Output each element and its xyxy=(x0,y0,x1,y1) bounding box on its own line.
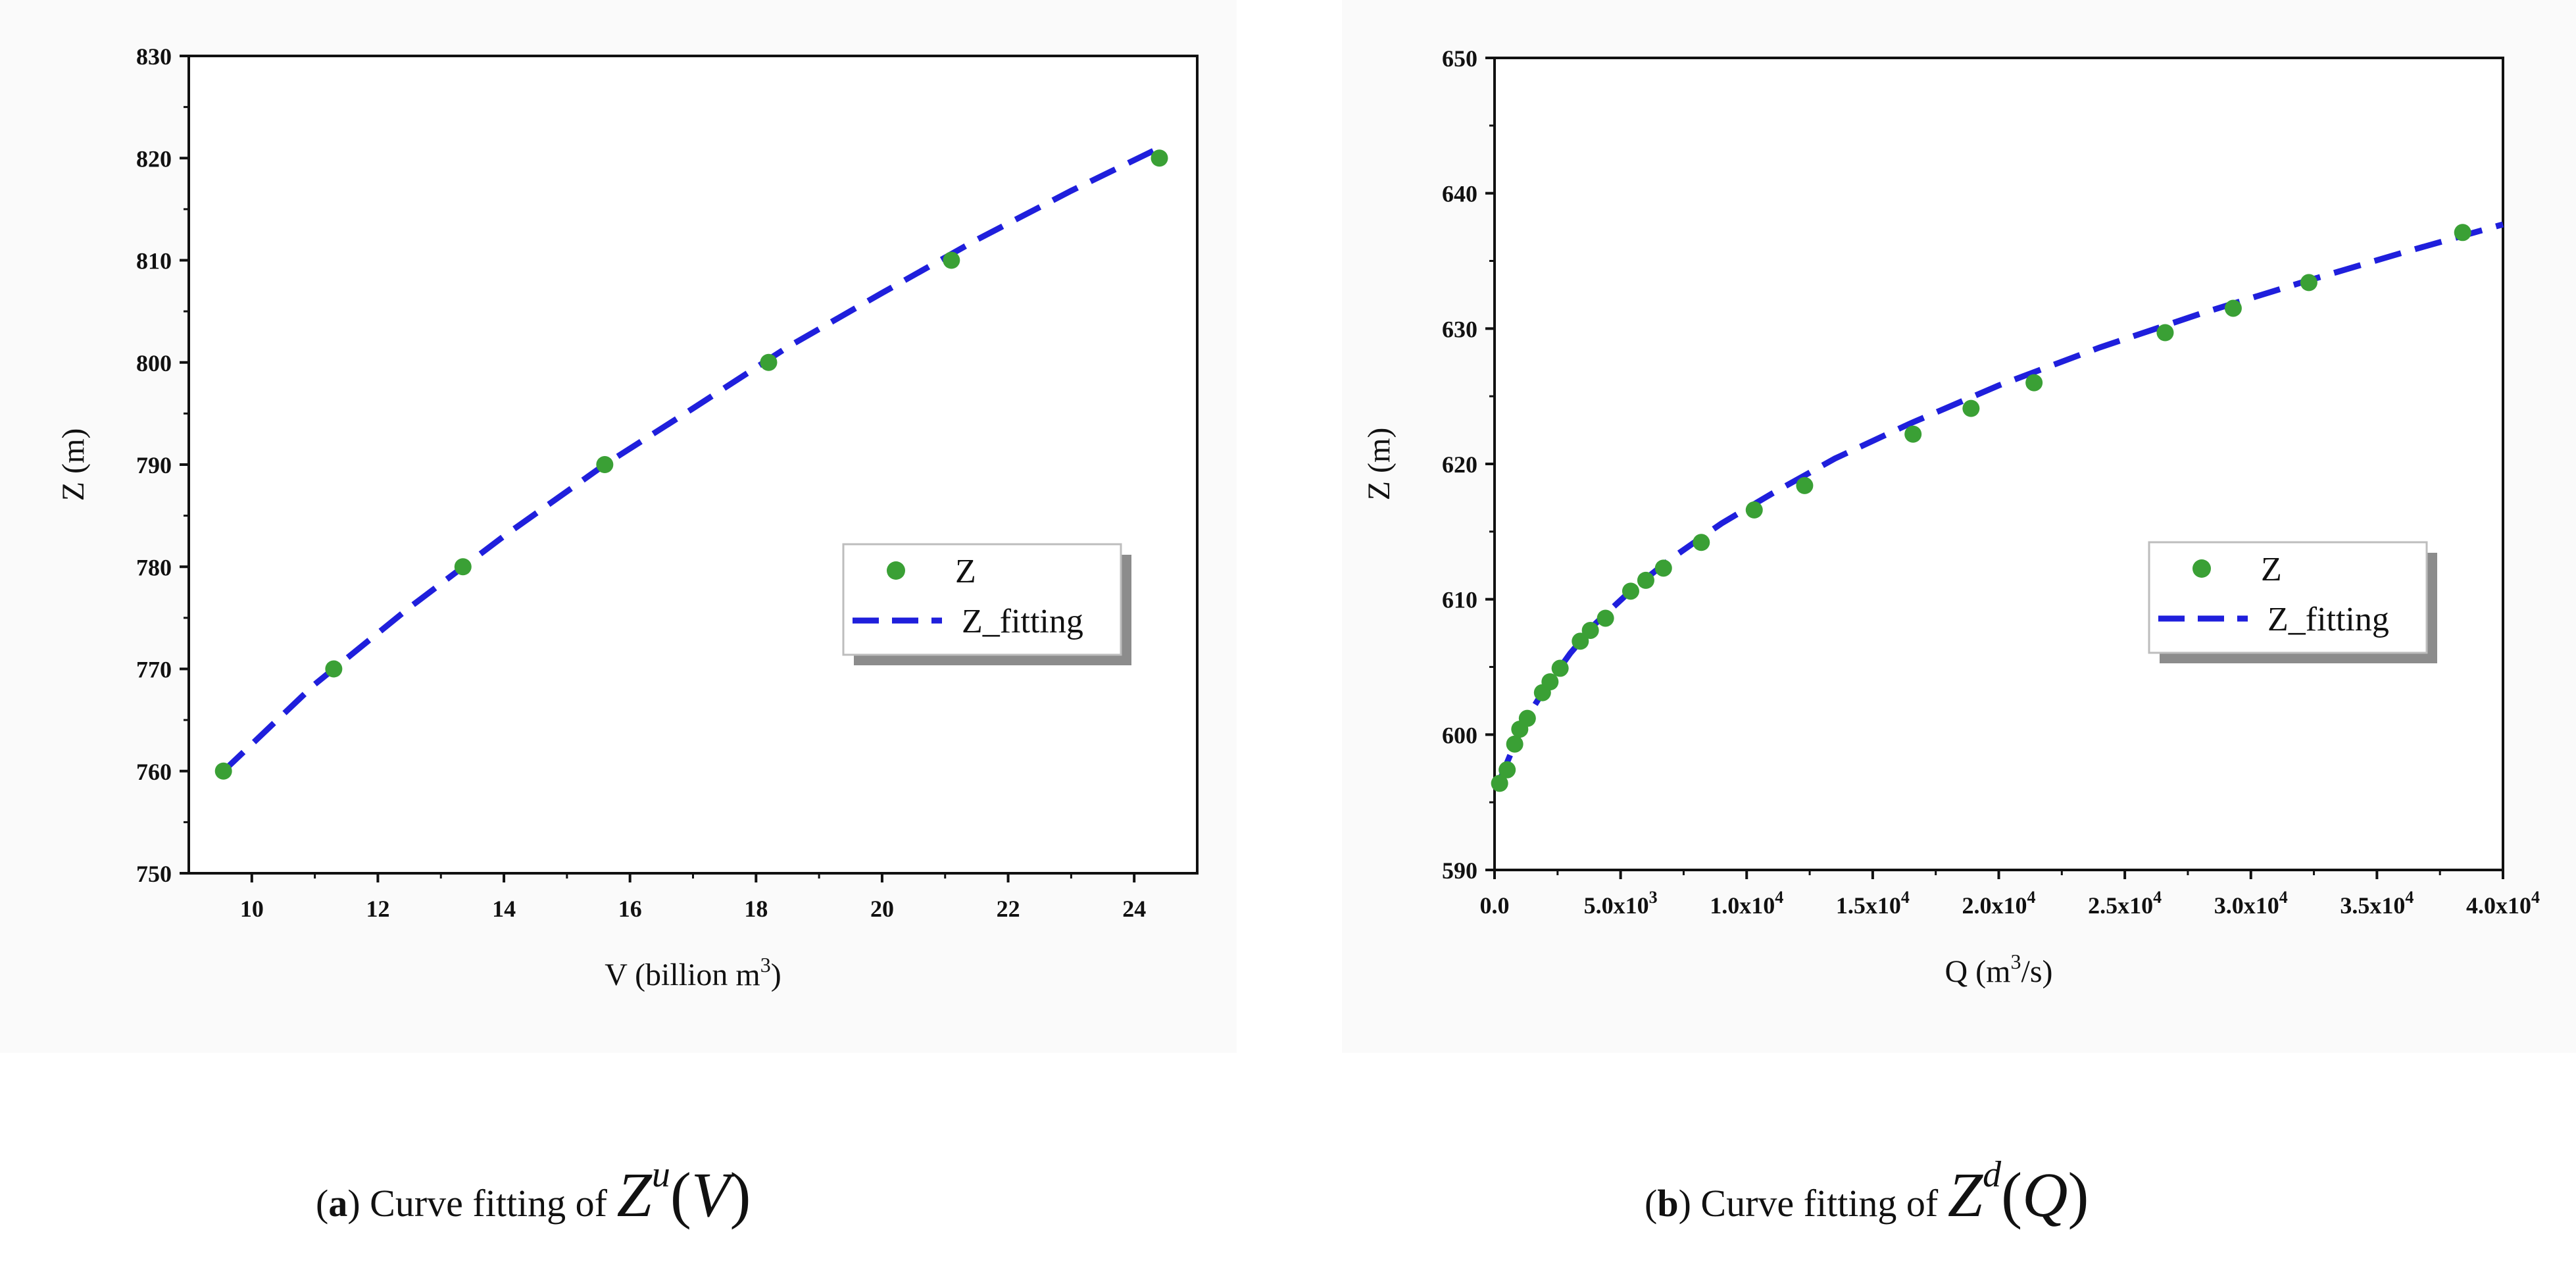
caption-b-formula: Zd(Q) xyxy=(1947,1154,2089,1230)
chart-a-data-point xyxy=(325,660,343,678)
chart-b-xtick-label: 2.0x104 xyxy=(1962,888,2036,919)
chart-a-data-point xyxy=(214,762,232,780)
chart-a-y-axis-label: Z (m) xyxy=(56,428,91,501)
chart-b-data-point xyxy=(1506,735,1523,753)
chart-b-legend-box xyxy=(2148,541,2428,654)
chart-a-data-point xyxy=(1151,149,1168,167)
chart-a-xtick-label: 20 xyxy=(870,896,894,922)
chart-a-xtick-label: 18 xyxy=(744,896,768,922)
chart-b-data-point xyxy=(1541,673,1559,691)
chart-a-plot-frame xyxy=(187,55,1199,875)
caption-a-formula-base: Z xyxy=(616,1159,652,1230)
chart-a-legend-box xyxy=(842,543,1122,656)
chart-a-xtick-label: 22 xyxy=(997,896,1020,922)
chart-a-xtick-label: 10 xyxy=(240,896,264,922)
caption-b-text: Curve fitting of xyxy=(1700,1182,1939,1225)
chart-b-xtick-label: 3.0x104 xyxy=(2214,888,2288,919)
chart-b-data-point xyxy=(2300,274,2317,292)
chart-b-data-point xyxy=(1597,609,1614,627)
chart-b-xtick-label: 4.0x104 xyxy=(2466,888,2540,919)
chart-b-ytick-label: 600 xyxy=(1442,722,1477,748)
chart-b-data-point xyxy=(1637,571,1654,589)
chart-a-x-axis-label: V (billion m3) xyxy=(605,953,781,992)
chart-b-ytick-label: 590 xyxy=(1442,857,1477,884)
chart-a-ytick-label: 770 xyxy=(136,657,172,683)
chart-b-data-point xyxy=(2025,374,2043,392)
chart-b-data-point xyxy=(1499,761,1516,778)
caption-b-label: b xyxy=(1657,1182,1679,1225)
caption-a-formula-arg: V xyxy=(691,1159,730,1230)
caption-a-formula-sup: u xyxy=(651,1154,670,1195)
chart-a-xtick-label: 14 xyxy=(492,896,516,922)
chart-a-ytick-label: 780 xyxy=(136,554,172,580)
chart-b-data-point xyxy=(1904,425,1922,443)
chart-b-data-point xyxy=(2454,224,2471,242)
chart-a-data-point xyxy=(454,558,472,576)
chart-a-data-point xyxy=(596,456,614,473)
chart-a-series-z-fitting-line xyxy=(221,145,1161,774)
chart-a-data-point xyxy=(943,251,960,269)
caption-a-text: Curve fitting of xyxy=(370,1182,607,1225)
chart-b-ytick-label: 650 xyxy=(1442,45,1477,72)
caption-a-formula: Zu(V) xyxy=(616,1154,751,1230)
chart-a-ytick-label: 750 xyxy=(136,861,172,887)
chart-b-ytick-label: 630 xyxy=(1442,316,1477,342)
chart-b-data-point xyxy=(1962,399,1980,417)
chart-a-xtick-label: 24 xyxy=(1122,896,1146,922)
chart-b-data-point xyxy=(1745,501,1763,519)
chart-b-ytick-label: 640 xyxy=(1442,181,1477,207)
chart-b-ytick-label: 610 xyxy=(1442,587,1477,613)
chart-b-plot-frame xyxy=(1493,57,2504,871)
caption-b-formula-sup: d xyxy=(1983,1154,2002,1195)
chart-a: 10 12 14 16 18 20 22 24 750 760 770 780 790 800 810 820… xyxy=(56,43,1199,992)
chart-b-ytick-label: 620 xyxy=(1442,451,1477,478)
chart-a-xtick-label: 12 xyxy=(366,896,389,922)
chart-b-legend-z-label: Z xyxy=(2261,551,2282,588)
chart-a-ytick-label: 810 xyxy=(136,248,172,274)
chart-b-xtick-label: 3.5x104 xyxy=(2340,888,2414,919)
chart-b-data-point xyxy=(1551,659,1569,677)
chart-b-legend-z-fitting-label: Z_fitting xyxy=(2267,601,2389,638)
chart-b-legend-z-marker xyxy=(2192,559,2211,578)
chart-b-data-point xyxy=(1796,476,1814,494)
caption-a: (a) Curve fitting of Zu(V) xyxy=(316,1154,751,1230)
chart-b-data-point xyxy=(1622,582,1639,600)
chart-b-y-axis-label: Z (m) xyxy=(1362,428,1397,501)
chart-a-ytick-label: 800 xyxy=(136,350,172,376)
chart-b-xtick-label: 1.5x104 xyxy=(1836,888,1910,919)
chart-a-ytick-label: 830 xyxy=(136,43,172,70)
chart-a-xtick-label: 16 xyxy=(618,896,642,922)
chart-a-ytick-label: 790 xyxy=(136,452,172,478)
chart-b-data-point xyxy=(2156,324,2174,342)
chart-a-ytick-label: 820 xyxy=(136,145,172,172)
chart-b-data-point xyxy=(2224,299,2242,317)
caption-a-label: a xyxy=(328,1182,348,1225)
chart-a-legend-z-fitting-label: Z_fitting xyxy=(962,603,1083,640)
chart-a-ytick-label: 760 xyxy=(136,759,172,785)
chart-b-xtick-label: 5.0x103 xyxy=(1584,888,1658,919)
chart-b: 0.0 5.0x103 1.0x104 1.5x104 2.0x104 2.5x104 3.… xyxy=(1362,45,2540,989)
chart-b-data-point xyxy=(1572,632,1589,650)
chart-b-data-point xyxy=(1654,559,1672,577)
chart-b-data-point xyxy=(1518,709,1536,727)
caption-b: (b) Curve fitting of Zd(Q) xyxy=(1645,1154,2089,1230)
chart-b-x-axis-label: Q (m3/s) xyxy=(1945,950,2053,989)
caption-b-formula-base: Z xyxy=(1947,1159,1983,1230)
chart-b-data-point xyxy=(1693,534,1710,551)
chart-a-legend-z-label: Z xyxy=(955,553,976,590)
caption-b-formula-arg: Q xyxy=(2022,1159,2068,1230)
chart-b-data-point xyxy=(1491,775,1508,792)
chart-b-data-point xyxy=(1581,621,1599,639)
chart-b-xtick-label: 0.0 xyxy=(1480,892,1510,919)
chart-a-legend-z-marker xyxy=(887,561,905,580)
chart-b-xtick-label: 1.0x104 xyxy=(1710,888,1783,919)
chart-b-xtick-label: 2.5x104 xyxy=(2088,888,2162,919)
chart-a-data-point xyxy=(760,353,778,371)
